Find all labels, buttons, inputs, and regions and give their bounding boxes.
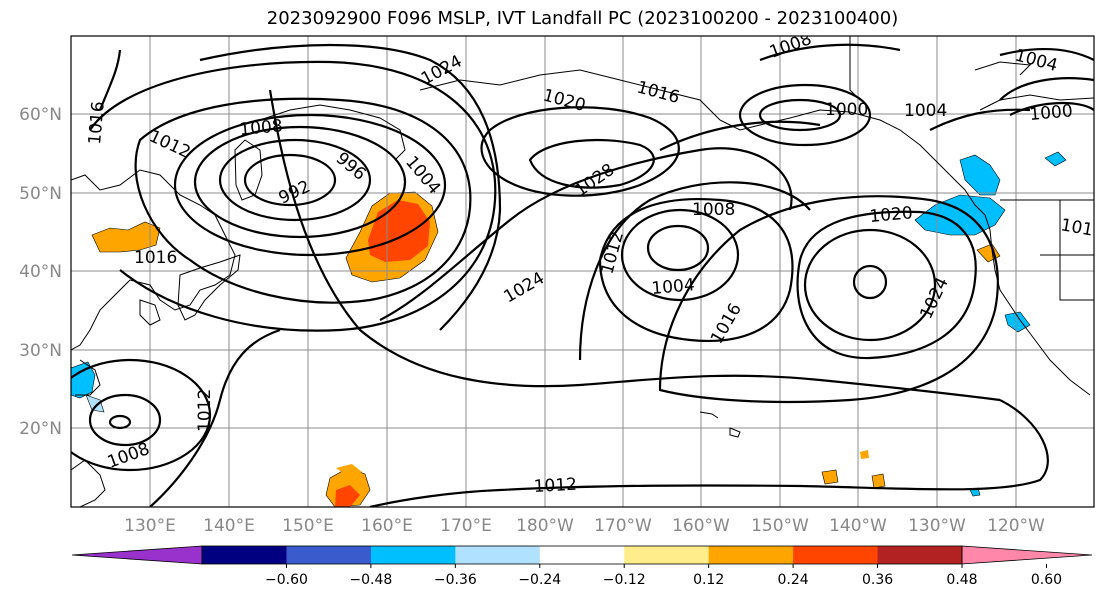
lat-label: 60°N <box>19 105 62 125</box>
contour-label: 1000 <box>1029 101 1074 125</box>
contour-label: 1008 <box>239 116 284 140</box>
colorbar-tick-label: 0.48 <box>946 572 977 588</box>
lon-label: 150°W <box>751 516 809 536</box>
lon-label: 170°W <box>594 516 652 536</box>
colorbar-segment <box>877 546 963 564</box>
lat-label: 30°N <box>19 341 62 361</box>
colorbar-segment <box>793 546 879 564</box>
colorbar-extend-high <box>961 545 1093 565</box>
lon-label: 160°W <box>672 516 730 536</box>
contour-label: 1016 <box>85 101 109 146</box>
colorbar-tick-label: 0.60 <box>1031 572 1062 588</box>
colorbar-tick-label: −0.36 <box>434 572 477 588</box>
contour-label: 1008 <box>692 200 735 220</box>
colorbar-segment <box>370 546 456 564</box>
colorbar-tick-label: −0.60 <box>265 572 308 588</box>
lon-label: 130°W <box>908 516 966 536</box>
colorbar-segment <box>624 546 710 564</box>
contour-label: 1016 <box>134 248 177 268</box>
lon-label: 140°W <box>829 516 887 536</box>
mslp-contours <box>71 43 1094 507</box>
colorbar-frame <box>201 545 963 565</box>
colorbar-segment <box>539 546 625 564</box>
lon-label: 180°W <box>516 516 574 536</box>
lon-label: 120°W <box>987 516 1045 536</box>
lon-label: 150°E <box>282 516 334 536</box>
colorbar-segment <box>202 546 287 564</box>
colorbar-extend-low <box>71 545 203 565</box>
colorbar-tick-label: 0.24 <box>778 572 809 588</box>
colorbar-tick-label: 0.36 <box>862 572 893 588</box>
colorbar: −0.60 −0.48 −0.36 −0.24 −0.12 0.12 0.24 0.36 0.4… <box>71 545 1093 588</box>
colorbar-segment <box>708 546 794 564</box>
contour-label: 1000 <box>825 100 868 120</box>
contour-label: 1012 <box>195 389 215 432</box>
graticule <box>71 36 1094 507</box>
map-panel: 1024 1020 1016 1008 1000 1004 1016 1012 … <box>71 36 1094 507</box>
contour-label: 1004 <box>651 275 696 299</box>
contour-label: 1020 <box>869 203 914 227</box>
latitude-labels: 60°N 50°N 40°N 30°N 20°N <box>19 105 62 439</box>
colorbar-tick-label: −0.48 <box>349 572 392 588</box>
lon-label: 170°E <box>440 516 492 536</box>
colorbar-tick-label: −0.24 <box>518 572 561 588</box>
lat-label: 40°N <box>19 262 62 282</box>
colorbar-segment <box>286 546 372 564</box>
longitude-labels: 130°E 140°E 150°E 160°E 170°E 180°W 170°… <box>124 516 1045 536</box>
contour-label: 1012 <box>533 475 577 497</box>
contour-label: 1004 <box>904 101 947 121</box>
map-frame <box>70 35 1095 508</box>
map-title: 2023092900 F096 MSLP, IVT Landfall PC (2… <box>266 8 899 29</box>
colorbar-segment <box>455 546 541 564</box>
lat-label: 50°N <box>19 184 62 204</box>
lat-label: 20°N <box>19 419 62 439</box>
colorbar-tick-label: −0.12 <box>603 572 646 588</box>
lon-label: 130°E <box>124 516 176 536</box>
lon-label: 160°E <box>361 516 413 536</box>
colorbar-tick-label: 0.12 <box>693 572 724 588</box>
lon-label: 140°E <box>203 516 255 536</box>
